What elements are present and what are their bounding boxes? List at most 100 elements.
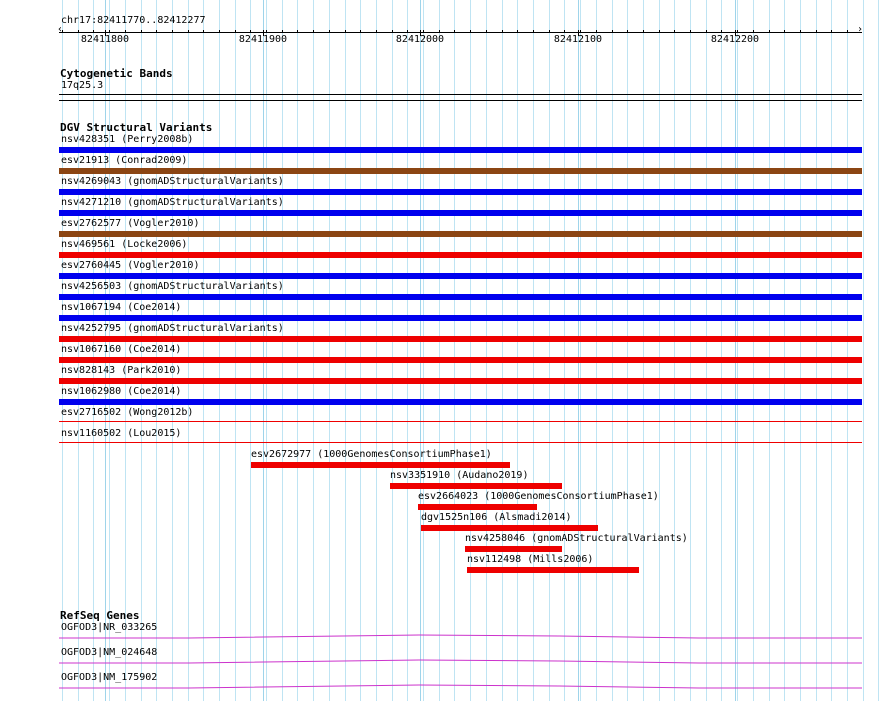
dgv-feature-label[interactable]: nsv112498 (Mills2006) <box>467 554 594 565</box>
grid-line <box>266 0 267 701</box>
dgv-feature-bar[interactable] <box>59 210 862 216</box>
dgv-feature-bar[interactable] <box>59 231 862 237</box>
grid-line <box>376 0 377 701</box>
ruler-minor-tick <box>549 30 550 33</box>
ruler-minor-tick <box>235 30 236 33</box>
ruler-minor-tick <box>486 30 487 33</box>
dgv-feature-label[interactable]: nsv828143 (Park2010) <box>61 365 182 376</box>
dgv-feature-label[interactable]: esv2760445 (Vogler2010) <box>61 260 200 271</box>
dgv-feature-label[interactable]: nsv4271210 (gnomADStructuralVariants) <box>61 197 284 208</box>
grid-line <box>596 0 597 701</box>
ruler-minor-tick <box>172 30 173 33</box>
grid-line <box>847 0 848 701</box>
grid-line <box>172 0 173 701</box>
coordinate-ruler[interactable]: ‹ › 82411800 82411900 82412000 82412100 8241… <box>57 25 863 46</box>
dgv-feature-bar[interactable] <box>467 567 639 573</box>
dgv-feature-bar[interactable] <box>59 399 862 405</box>
dgv-feature-bar[interactable] <box>59 442 862 443</box>
dgv-feature-bar[interactable] <box>59 294 862 300</box>
ruler-minor-tick <box>109 30 110 33</box>
ruler-minor-tick <box>297 30 298 33</box>
dgv-feature-label[interactable]: nsv4256503 (gnomADStructuralVariants) <box>61 281 284 292</box>
ruler-minor-tick <box>93 30 94 33</box>
ruler-tick-label: 82412200 <box>710 34 760 45</box>
refseq-gene-path <box>59 659 862 664</box>
grid-line <box>580 0 581 701</box>
refseq-gene-path <box>59 684 862 689</box>
dgv-feature-label[interactable]: nsv1067160 (Coe2014) <box>61 344 182 355</box>
ruler-minor-tick <box>188 30 189 33</box>
dgv-feature-label[interactable]: esv2672977 (1000GenomesConsortiumPhase1) <box>251 449 492 460</box>
dgv-feature-bar[interactable] <box>59 378 862 384</box>
dgv-feature-bar[interactable] <box>418 504 537 510</box>
dgv-feature-label[interactable]: esv2762577 (Vogler2010) <box>61 218 200 229</box>
grid-line <box>706 0 707 701</box>
grid-line <box>93 0 94 701</box>
dgv-feature-bar[interactable] <box>465 546 562 552</box>
dgv-feature-bar[interactable] <box>59 336 862 342</box>
dgv-feature-bar[interactable] <box>421 525 598 531</box>
grid-line <box>439 0 440 701</box>
ruler-major-tick <box>105 30 106 36</box>
dgv-feature-bar[interactable] <box>59 189 862 195</box>
ruler-minor-tick <box>125 30 126 33</box>
dgv-feature-bar[interactable] <box>59 147 862 153</box>
ruler-minor-tick <box>721 30 722 33</box>
dgv-feature-label[interactable]: esv21913 (Conrad2009) <box>61 155 188 166</box>
dgv-feature-label[interactable]: nsv1160502 (Lou2015) <box>61 428 182 439</box>
cytoband-label: 17q25.3 <box>61 80 104 91</box>
dgv-feature-label[interactable]: nsv1062980 (Coe2014) <box>61 386 182 397</box>
ruler-minor-tick <box>376 30 377 33</box>
ruler-minor-tick <box>816 30 817 33</box>
grid-line <box>612 0 613 701</box>
ruler-minor-tick <box>769 30 770 33</box>
ruler-minor-tick <box>517 30 518 33</box>
ruler-minor-tick <box>313 30 314 33</box>
ruler-minor-tick <box>439 30 440 33</box>
dgv-feature-bar[interactable] <box>59 273 862 279</box>
dgv-track-title: DGV Structural Variants <box>60 121 213 134</box>
grid-line-major <box>578 0 579 701</box>
dgv-feature-bar[interactable] <box>251 462 510 468</box>
refseq-gene-line[interactable] <box>59 659 862 665</box>
dgv-feature-label[interactable]: dgv1525n106 (Alsmadi2014) <box>421 512 572 523</box>
grid-line-major <box>263 0 264 701</box>
dgv-feature-label[interactable]: esv2664023 (1000GenomesConsortiumPhase1) <box>418 491 659 502</box>
ruler-minor-tick <box>627 30 628 33</box>
dgv-feature-bar[interactable] <box>59 252 862 258</box>
dgv-feature-label[interactable]: nsv3351910 (Audano2019) <box>390 470 529 481</box>
ruler-minor-tick <box>659 30 660 33</box>
refseq-gene-label[interactable]: OGFOD3|NM_024648 <box>61 647 158 658</box>
grid-line <box>737 0 738 701</box>
dgv-feature-bar[interactable] <box>59 357 862 363</box>
refseq-gene-label[interactable]: OGFOD3|NM_175902 <box>61 672 158 683</box>
refseq-gene-line[interactable] <box>59 684 862 690</box>
ruler-minor-tick <box>737 30 738 33</box>
ruler-minor-tick <box>800 30 801 33</box>
dgv-feature-label[interactable]: nsv4252795 (gnomADStructuralVariants) <box>61 323 284 334</box>
ruler-minor-tick <box>784 30 785 33</box>
grid-line <box>392 0 393 701</box>
dgv-feature-label[interactable]: nsv469561 (Locke2006) <box>61 239 188 250</box>
ruler-minor-tick <box>831 30 832 33</box>
dgv-feature-label[interactable]: esv2716502 (Wong2012b) <box>61 407 194 418</box>
dgv-feature-label[interactable]: nsv4269043 (gnomADStructuralVariants) <box>61 176 284 187</box>
refseq-gene-label[interactable]: OGFOD3|NR_033265 <box>61 622 158 633</box>
grid-line <box>784 0 785 701</box>
dgv-feature-bar[interactable] <box>59 421 862 422</box>
ruler-minor-tick <box>533 30 534 33</box>
ruler-minor-tick <box>219 30 220 33</box>
ruler-minor-tick <box>141 30 142 33</box>
dgv-feature-bar[interactable] <box>390 483 562 489</box>
dgv-feature-bar[interactable] <box>59 168 862 174</box>
ruler-tick-label: 82412100 <box>553 34 603 45</box>
grid-line <box>297 0 298 701</box>
grid-line <box>282 0 283 701</box>
ruler-minor-tick <box>502 30 503 33</box>
refseq-gene-line[interactable] <box>59 634 862 640</box>
dgv-feature-label[interactable]: nsv4258046 (gnomADStructuralVariants) <box>465 533 688 544</box>
dgv-feature-label[interactable]: nsv428351 (Perry2008b) <box>61 134 194 145</box>
dgv-feature-bar[interactable] <box>59 315 862 321</box>
dgv-feature-label[interactable]: nsv1067194 (Coe2014) <box>61 302 182 313</box>
